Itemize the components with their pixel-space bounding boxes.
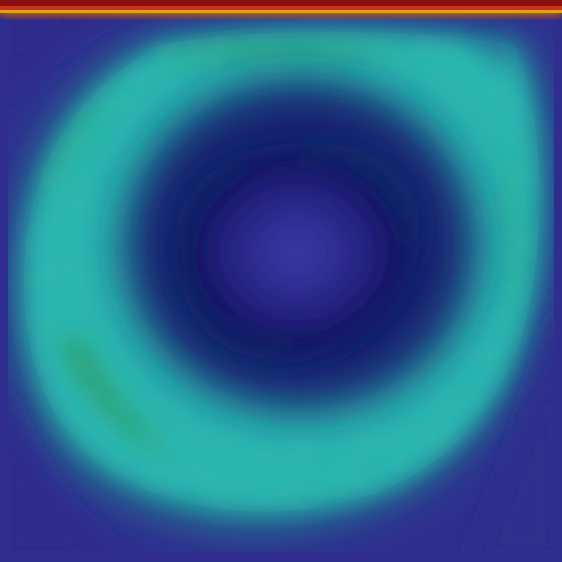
left-wall-layer <box>0 0 8 562</box>
right-wall-layer <box>554 0 562 562</box>
bottom-wall-layer <box>0 552 562 562</box>
vortex-core <box>174 144 419 361</box>
lid-band <box>0 0 562 16</box>
